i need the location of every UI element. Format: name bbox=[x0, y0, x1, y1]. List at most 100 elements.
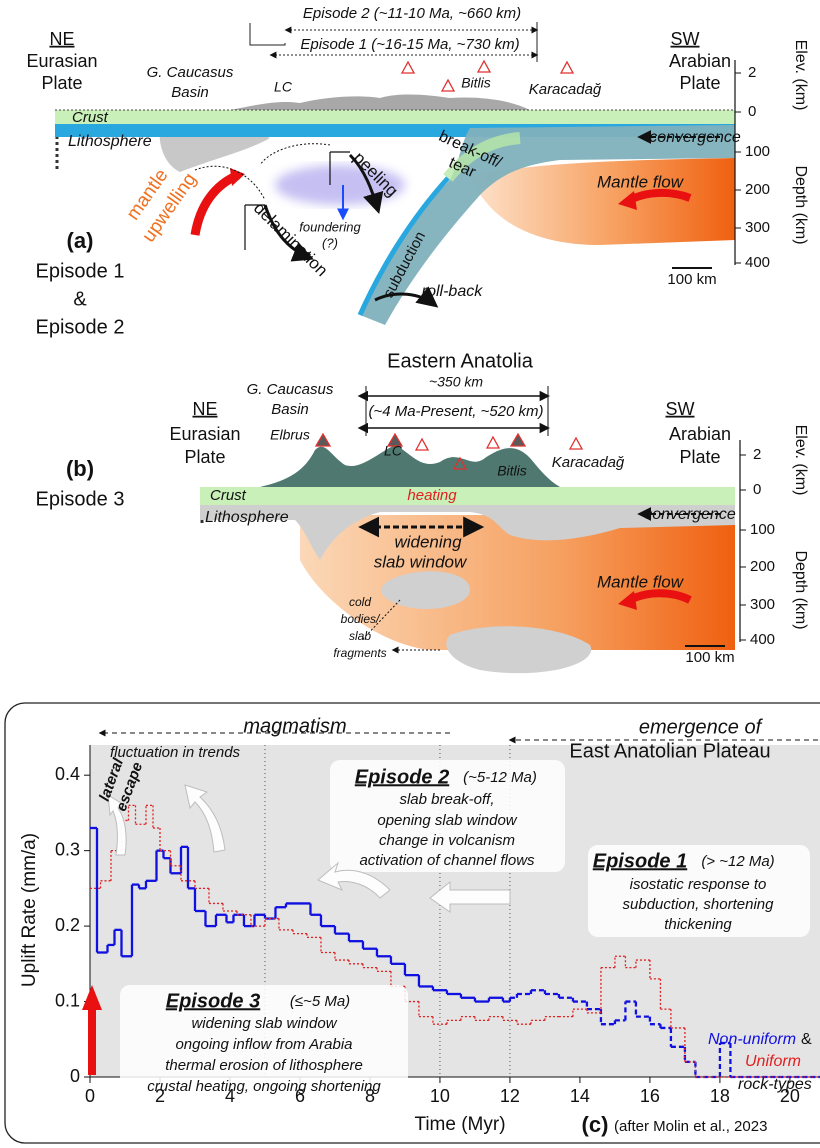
crust-a bbox=[55, 110, 735, 124]
direction: NE bbox=[192, 399, 217, 419]
label: delamination bbox=[250, 198, 332, 280]
label: change in volcanism bbox=[379, 832, 515, 849]
episode-title: Episode 3 bbox=[166, 990, 260, 1012]
y-axis-label: Uplift Rate (mm/a) bbox=[19, 833, 40, 987]
page: Figure { "panel_a": { "label": "(a)", "e… bbox=[0, 0, 820, 1148]
label: convergence bbox=[649, 129, 741, 146]
label: Crust bbox=[72, 109, 109, 126]
label: widening bbox=[394, 532, 462, 551]
label: Bitlis bbox=[461, 75, 491, 91]
label: widening slab window bbox=[191, 1015, 337, 1032]
label: G. Caucasus bbox=[147, 64, 234, 81]
panel-label: (c) bbox=[582, 1112, 609, 1137]
panel-title: Eastern Anatolia bbox=[387, 350, 534, 372]
label: crustal heating, ongoing shortening bbox=[147, 1078, 381, 1095]
label: (~4 Ma-Present, ~520 km) bbox=[368, 403, 543, 420]
label: isostatic response to bbox=[630, 876, 767, 893]
label: roll-back bbox=[422, 283, 483, 300]
label: 100 km bbox=[667, 271, 716, 288]
label: 300 bbox=[750, 596, 775, 613]
x-tick-label: 16 bbox=[640, 1086, 660, 1106]
label: 200 bbox=[750, 558, 775, 575]
label: & bbox=[73, 288, 87, 310]
y-tick-label: 0.1 bbox=[55, 990, 80, 1010]
label: Lithosphere bbox=[205, 509, 289, 526]
label: slab break-off, bbox=[399, 791, 494, 808]
label: 300 bbox=[745, 219, 770, 236]
label: Plate bbox=[184, 447, 225, 467]
panel-label: (b) bbox=[66, 456, 94, 481]
x-tick-label: 18 bbox=[710, 1086, 730, 1106]
direction: SW bbox=[666, 399, 695, 419]
label: LC bbox=[384, 443, 403, 459]
label: (≤~5 Ma) bbox=[290, 993, 350, 1010]
direction: NE bbox=[49, 29, 74, 49]
label: Elev. (km) bbox=[792, 425, 809, 496]
upwelling-arrow bbox=[195, 175, 238, 235]
crust-b bbox=[200, 487, 735, 505]
label: Karacadağ bbox=[552, 454, 625, 471]
label: Plate bbox=[679, 447, 720, 467]
y-tick-label: 0 bbox=[70, 1066, 80, 1086]
label: heating bbox=[407, 487, 457, 504]
label: Plate bbox=[679, 73, 720, 93]
label: (> ~12 Ma) bbox=[701, 853, 774, 870]
label: Basin bbox=[271, 401, 309, 418]
label: LC bbox=[274, 79, 293, 95]
label: emergence of bbox=[639, 716, 764, 738]
y-tick-label: 0.4 bbox=[55, 764, 80, 784]
label: Elev. (km) bbox=[792, 40, 809, 111]
label: slab bbox=[349, 629, 371, 643]
label: Depth (km) bbox=[792, 550, 809, 629]
label: 200 bbox=[745, 181, 770, 198]
legend-text: rock-types bbox=[738, 1076, 812, 1093]
label: Karacadağ bbox=[529, 81, 602, 98]
direction: SW bbox=[671, 29, 700, 49]
label: ongoing inflow from Arabia bbox=[175, 1036, 352, 1053]
label: 2 bbox=[748, 64, 756, 81]
label: Arabian bbox=[669, 424, 731, 444]
label: 100 bbox=[750, 521, 775, 538]
label: Episode 2 bbox=[36, 316, 125, 338]
x-tick-label: 12 bbox=[500, 1086, 520, 1106]
label: fluctuation in trends bbox=[110, 744, 241, 761]
label: Eurasian bbox=[26, 51, 97, 71]
episode-title: Episode 1 bbox=[593, 850, 687, 872]
label: Arabian bbox=[669, 51, 731, 71]
label: Lithosphere bbox=[68, 133, 152, 150]
label: G. Caucasus bbox=[247, 381, 334, 398]
label: Episode 1 bbox=[36, 260, 125, 282]
label: East Anatolian Plateau bbox=[569, 740, 770, 762]
y-tick-label: 0.3 bbox=[55, 839, 80, 859]
label: Episode 1 (~16-15 Ma, ~730 km) bbox=[300, 36, 519, 53]
upwelling-head bbox=[230, 168, 245, 186]
figure: NEEurasianPlateSWArabianPlateEpisode 2 (… bbox=[0, 0, 820, 1148]
axis-b-ticks bbox=[740, 455, 746, 640]
label: Depth (km) bbox=[792, 165, 809, 244]
label: 100 km bbox=[685, 649, 734, 666]
label: Bitlis bbox=[497, 463, 527, 479]
x-tick-label: 10 bbox=[430, 1086, 450, 1106]
label: Episode 2 (~11-10 Ma, ~660 km) bbox=[303, 5, 521, 22]
label: ~350 km bbox=[429, 374, 483, 390]
x-axis-label: Time (Myr) bbox=[414, 1114, 505, 1135]
label: thermal erosion of lithosphere bbox=[165, 1057, 363, 1074]
axis-a-ticks bbox=[735, 73, 741, 263]
label: Eurasian bbox=[169, 424, 240, 444]
label: Basin bbox=[171, 84, 209, 101]
label: Crust bbox=[210, 487, 247, 504]
panel-label: (a) bbox=[67, 228, 94, 253]
legend-text: & bbox=[801, 1031, 812, 1048]
label: Elbrus bbox=[270, 427, 310, 443]
legend-entry: Uniform bbox=[745, 1053, 801, 1070]
label: (?) bbox=[322, 235, 338, 250]
label: foundering bbox=[299, 219, 361, 234]
label: convergence bbox=[644, 506, 736, 523]
label: Mantle flow bbox=[597, 172, 685, 191]
episode-bracket bbox=[250, 23, 285, 45]
label: cold bbox=[349, 595, 371, 609]
label: activation of channel flows bbox=[359, 852, 535, 869]
label: Plate bbox=[41, 73, 82, 93]
label: slab window bbox=[374, 552, 468, 571]
label: thickening bbox=[664, 916, 732, 933]
